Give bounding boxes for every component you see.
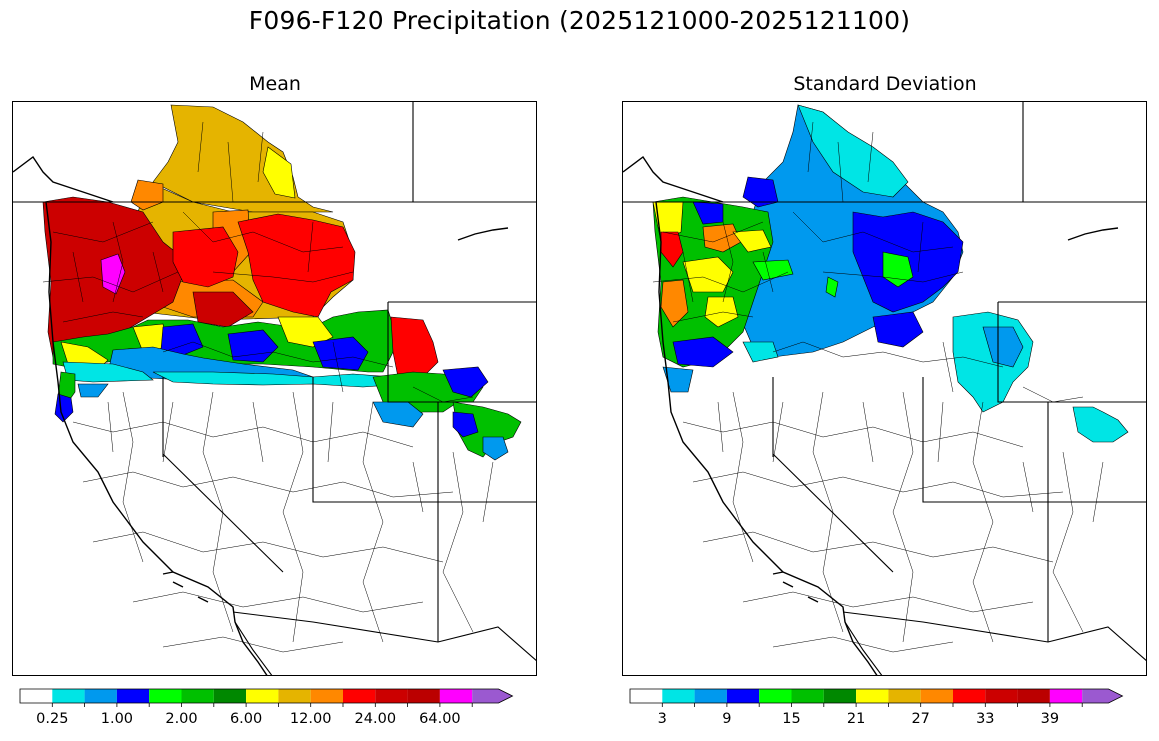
mean-colorbar-tick-label: 12.00 [289, 711, 332, 727]
mean-map [13, 102, 536, 675]
mean-panel-title: Mean [249, 73, 301, 95]
stddev-political-boundaries [623, 102, 1146, 675]
stddev-colorbar-swatch [1017, 689, 1050, 703]
figure-title: F096-F120 Precipitation (2025121000-2025… [248, 6, 911, 35]
stddev-colorbar-swatch [953, 689, 986, 703]
stddev-colorbar-swatches [629, 688, 1124, 707]
stddev-colorbar-swatch [888, 689, 921, 703]
stddev-panel-title: Standard Deviation [793, 73, 977, 95]
mean-colorbar-swatch [472, 689, 513, 703]
stddev-colorbar-swatch [662, 689, 695, 703]
stddev-colorbar-swatch [985, 689, 1018, 703]
stddev-fill [652, 104, 1129, 443]
mean-colorbar-tick-label: 1.00 [100, 711, 134, 727]
mean-map-panel[interactable] [12, 101, 537, 676]
stddev-coastline [623, 155, 1119, 675]
mean-basin-boundaries [42, 121, 494, 653]
stddev-colorbar-swatch [630, 689, 663, 703]
stddev-basin-boundaries [652, 121, 1104, 653]
stddev-colorbar [629, 688, 1142, 707]
stddev-colorbar-swatch [1082, 689, 1123, 703]
mean-colorbar-swatch [181, 689, 214, 703]
stddev-colorbar-swatch [791, 689, 824, 703]
stddev-colorbar-tick-label: 27 [911, 711, 930, 727]
mean-precip-fill [42, 104, 522, 461]
stddev-colorbar-tick-label: 39 [1040, 711, 1060, 727]
mean-colorbar-swatch [149, 689, 182, 703]
stddev-colorbar-swatch [856, 689, 889, 703]
mean-colorbar-swatch [84, 689, 117, 703]
mean-colorbar-tick-label: 64.00 [419, 711, 461, 727]
mean-colorbar-tick-label: 6.00 [229, 711, 263, 727]
mean-colorbar-swatch [246, 689, 279, 703]
mean-colorbar-swatch [116, 689, 150, 703]
stddev-map-panel[interactable] [622, 101, 1147, 676]
mean-colorbar-swatch [310, 689, 343, 703]
stddev-colorbar-swatch [694, 689, 727, 703]
mean-colorbar-tick-label: 0.25 [36, 711, 69, 727]
stddev-colorbar-tick-label: 21 [846, 711, 866, 727]
mean-colorbar-tick-label: 24.00 [354, 711, 397, 727]
mean-colorbar-swatch [213, 689, 247, 703]
mean-colorbar-swatch [52, 689, 85, 703]
mean-colorbar-swatch [439, 689, 473, 703]
mean-colorbar-swatch [375, 689, 408, 703]
mean-colorbar-swatch [343, 689, 376, 703]
mean-colorbar-swatch [278, 689, 311, 703]
mean-coastline [13, 155, 509, 675]
stddev-colorbar-tick-label: 33 [976, 711, 995, 727]
stddev-colorbar-swatch [759, 689, 792, 703]
stddev-map [623, 102, 1146, 675]
stddev-colorbar-swatch [726, 689, 760, 703]
stddev-colorbar-swatch [823, 689, 857, 703]
mean-colorbar-tick-label: 2.00 [165, 711, 198, 727]
mean-colorbar-swatches [19, 688, 514, 707]
stddev-colorbar-tick-label: 3 [657, 711, 667, 727]
stddev-colorbar-swatch [1049, 689, 1083, 703]
mean-colorbar-swatch [20, 689, 53, 703]
stddev-colorbar-tick-label: 15 [782, 711, 801, 727]
mean-political-boundaries [13, 102, 536, 675]
stddev-colorbar-swatch [920, 689, 953, 703]
mean-colorbar [19, 688, 532, 707]
mean-colorbar-swatch [407, 689, 440, 703]
stddev-colorbar-tick-label: 9 [722, 711, 732, 727]
